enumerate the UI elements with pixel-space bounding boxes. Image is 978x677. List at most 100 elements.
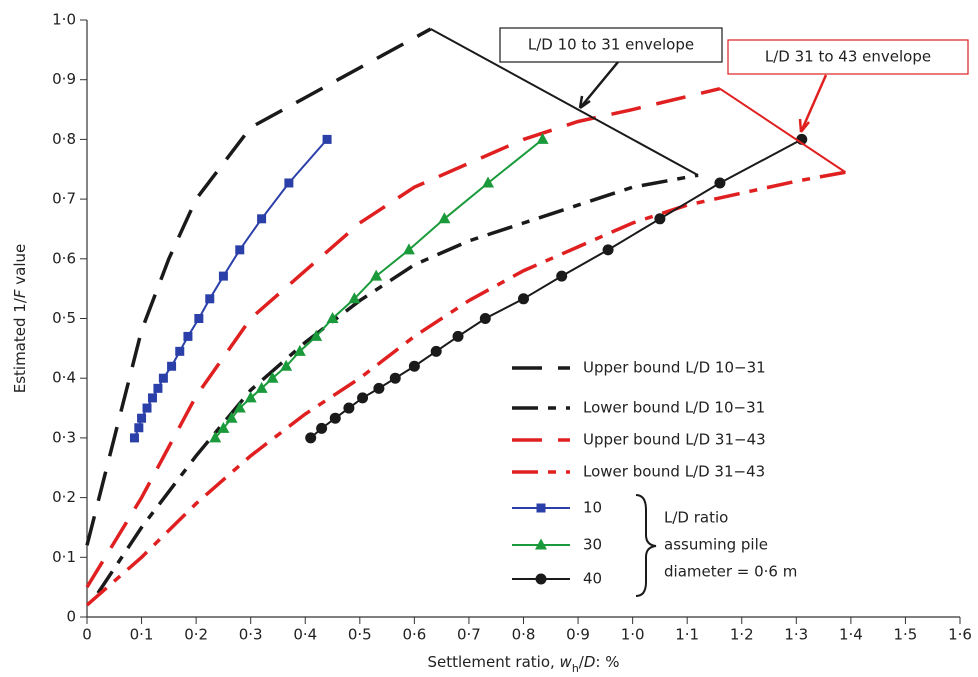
marker [217, 421, 230, 433]
axis-label-part: F [11, 289, 29, 298]
marker [266, 371, 279, 383]
annotation-box [499, 27, 723, 63]
marker [167, 361, 177, 371]
arrow [798, 74, 828, 133]
marker [257, 214, 267, 224]
legend-label: Upper bound L/D 10−31 [583, 359, 766, 377]
marker [205, 294, 215, 304]
axis-label-part: h [572, 662, 579, 675]
marker [147, 393, 157, 403]
series-line [133, 138, 328, 439]
series-line [85, 86, 721, 589]
marker [209, 431, 222, 443]
y-tick-label: 0·9 [52, 70, 76, 88]
marker [654, 213, 666, 225]
x-tick-label: 1·2 [730, 626, 754, 644]
axis-label-part: : % [595, 653, 619, 671]
x-tick-label: 0·1 [130, 626, 154, 644]
legend-label: Upper bound L/D 31−43 [583, 431, 766, 449]
marker [602, 244, 614, 256]
marker [536, 132, 549, 144]
arrow [578, 61, 619, 110]
brace-label: L/D ratio [664, 509, 728, 527]
x-tick-label: 0·9 [566, 626, 590, 644]
marker [175, 346, 185, 356]
annotation: L/D 31 to 43 envelope [765, 48, 931, 66]
marker [348, 292, 361, 304]
x-tick-label: 0·2 [184, 626, 208, 644]
marker [293, 344, 306, 356]
marker [183, 331, 193, 341]
marker [255, 381, 268, 393]
brace-label: assuming pile [664, 536, 768, 554]
marker [452, 330, 464, 342]
marker [194, 314, 204, 323]
marker [322, 134, 332, 144]
marker [280, 359, 293, 371]
y-tick-label: 1·0 [52, 11, 76, 29]
marker [134, 423, 144, 433]
x-tick-label: 0·7 [457, 626, 481, 644]
x-tick-label: 1·6 [948, 626, 972, 644]
marker [438, 212, 451, 224]
marker [225, 411, 238, 423]
marker [357, 392, 369, 404]
marker [343, 402, 355, 414]
series-line [96, 173, 699, 595]
y-tick-label: 0·4 [52, 369, 76, 387]
marker [329, 412, 341, 424]
marker [402, 243, 415, 255]
brace [635, 494, 657, 597]
marker [479, 313, 491, 324]
marker [137, 413, 147, 423]
x-tick-label: 0·5 [348, 626, 372, 644]
x-tick-label: 0·8 [512, 626, 536, 644]
axis-label-part: D [584, 653, 596, 671]
x-tick-label: 0·4 [293, 626, 317, 644]
x-tick-label: 1·1 [675, 626, 699, 644]
marker [158, 373, 168, 383]
axis-label: Settlement ratio, wh/D: % [428, 653, 620, 675]
annotation: L/D 10 to 31 envelope [528, 36, 694, 54]
legend-label: 10 [583, 499, 602, 517]
axis-label: Estimated 1/F value [11, 244, 29, 394]
x-tick-label: 1·0 [621, 626, 645, 644]
marker [535, 573, 547, 585]
marker [370, 269, 383, 281]
marker [535, 538, 547, 550]
marker [430, 345, 442, 357]
marker [482, 176, 495, 188]
marker [389, 372, 401, 384]
y-tick-label: 0 [66, 608, 76, 626]
marker [218, 271, 228, 281]
marker [326, 312, 339, 323]
marker [129, 433, 139, 443]
marker [305, 432, 317, 444]
axis-label-part: Estimated 1/ [11, 297, 29, 393]
annotation-box [727, 39, 969, 75]
axis-label-part: w [560, 653, 573, 671]
x-tick-label: 1·4 [839, 626, 863, 644]
marker [373, 382, 385, 394]
y-tick-label: 0·5 [52, 309, 76, 327]
envelope-line [430, 28, 699, 177]
marker [244, 391, 257, 403]
marker [153, 383, 163, 393]
x-tick-label: 0·6 [402, 626, 426, 644]
axis-label-part: / [579, 653, 585, 671]
y-tick-label: 0·7 [52, 190, 76, 208]
y-tick-label: 0·6 [52, 249, 76, 267]
marker [310, 329, 323, 341]
marker [235, 245, 245, 255]
y-tick-label: 0·1 [52, 548, 76, 566]
marker [284, 178, 294, 188]
marker [408, 360, 420, 372]
axis-label-part: Settlement ratio, [428, 653, 560, 671]
marker [518, 293, 529, 305]
marker [556, 270, 568, 282]
y-tick-label: 0·8 [52, 130, 76, 148]
y-tick-label: 0·3 [52, 428, 76, 446]
y-tick-label: 0·2 [52, 488, 76, 506]
marker [233, 401, 246, 413]
